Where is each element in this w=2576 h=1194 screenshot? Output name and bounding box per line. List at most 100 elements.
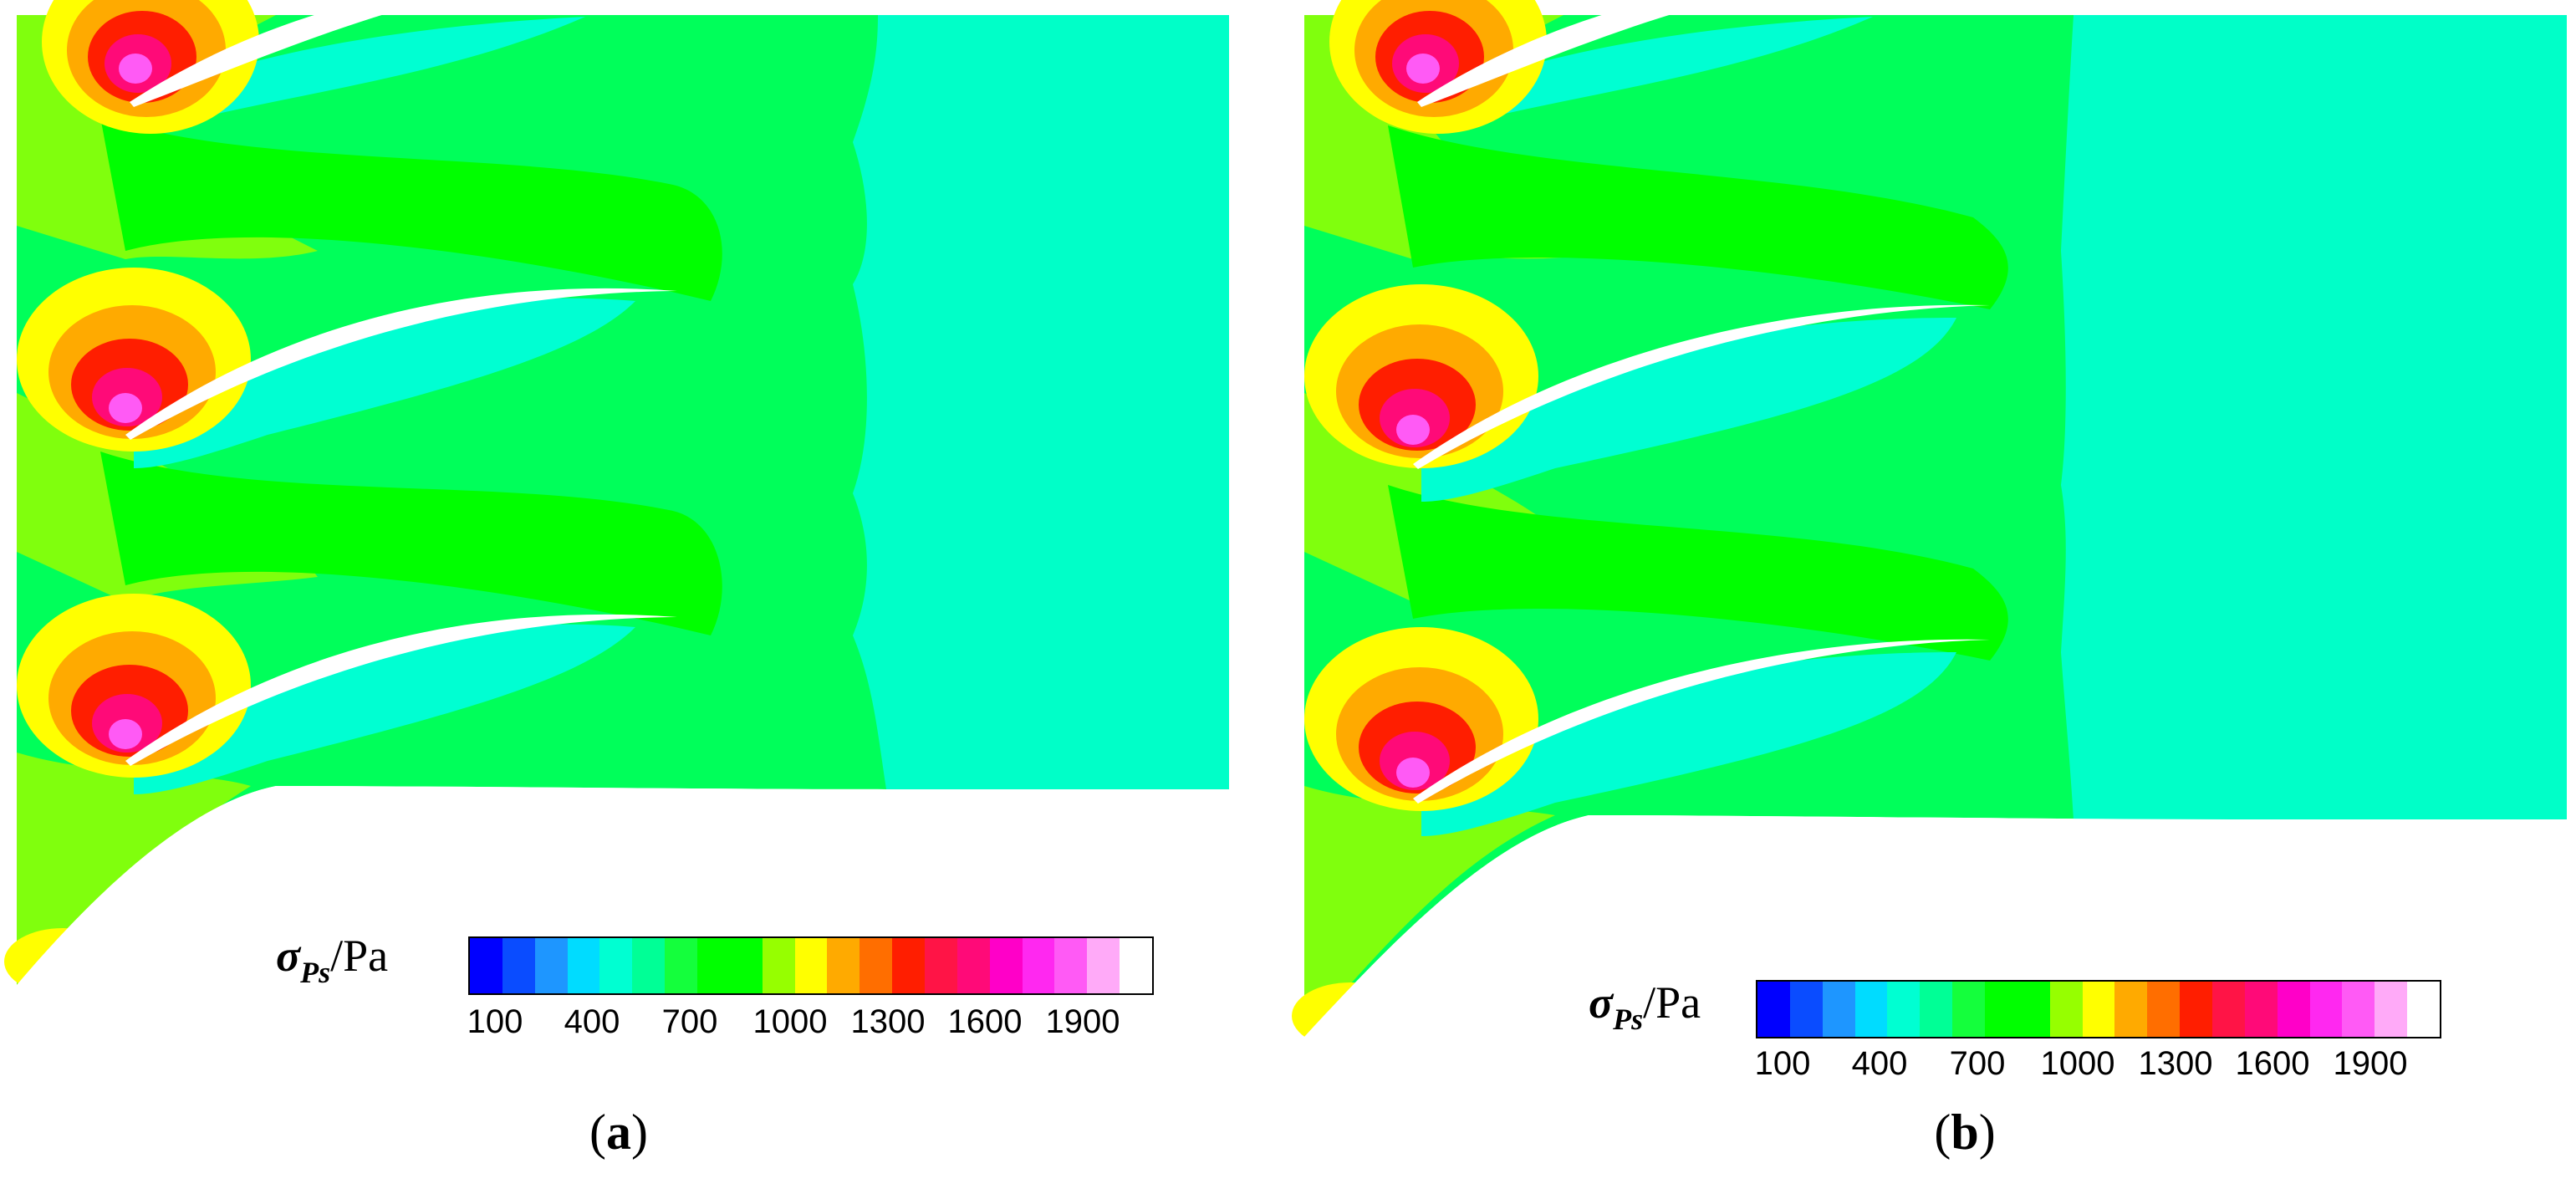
cb-cell	[1120, 938, 1153, 993]
tick-label: 400	[1851, 1045, 1908, 1082]
colorbar-subscript: Ps	[300, 956, 331, 989]
blade-1	[130, 0, 435, 107]
colorbar-subscript: Ps	[1613, 1003, 1644, 1036]
blade-wake-2	[1421, 318, 1956, 502]
cb-cell	[1822, 982, 1855, 1037]
cb-cell	[827, 938, 860, 993]
colorbar-b	[1756, 980, 2441, 1038]
cb-cell	[2244, 982, 2278, 1037]
pressure-peak-3	[17, 594, 251, 778]
blade-3	[125, 614, 677, 766]
passage-lobe-1	[1388, 125, 2008, 309]
tick-label: 1000	[752, 1003, 828, 1040]
cb-cell	[2082, 982, 2115, 1037]
pressure-peak-2	[1304, 284, 1538, 468]
cb-cell	[1985, 982, 2017, 1037]
cb-cell	[956, 938, 990, 993]
outlet-region	[2061, 15, 2567, 819]
cb-cell	[1087, 938, 1120, 993]
contour-plot-b	[1288, 0, 2567, 1194]
colorbar-symbol: σ	[276, 931, 301, 981]
pressure-peak-1	[42, 0, 259, 134]
caption-a: (a)	[589, 1105, 648, 1160]
cb-cell	[470, 938, 502, 993]
colorbar-a	[468, 936, 1154, 995]
blade-wake-3	[134, 624, 635, 794]
cb-cell	[1952, 982, 1986, 1037]
cb-cell	[989, 938, 1023, 993]
cb-cell	[2375, 982, 2408, 1037]
cb-cell	[2114, 982, 2148, 1037]
tick-label: 1900	[2333, 1045, 2408, 1082]
cb-cell	[567, 938, 600, 993]
cb-cell	[599, 938, 633, 993]
colorbar-ticks: 100 400 700 1000 1300 1600 1900	[1754, 1045, 2441, 1087]
tick-label: 1900	[1045, 1003, 1120, 1040]
caption-b: (b)	[1934, 1105, 1996, 1160]
blade-wake-1	[1430, 17, 1873, 125]
passage-lobe-1	[100, 117, 722, 301]
cb-cell	[502, 938, 535, 993]
cb-cell	[925, 938, 957, 993]
cb-cell	[762, 938, 795, 993]
tick-label: 1300	[850, 1003, 926, 1040]
tick-label: 700	[1949, 1045, 2006, 1082]
cb-cell	[2017, 982, 2050, 1037]
blade-3	[1413, 639, 1990, 804]
cb-cell	[2147, 982, 2181, 1037]
tick-label: 100	[1754, 1045, 1811, 1082]
panel-b: σPs/Pa 100 400 700 1000 1300 1600 1900 (…	[1288, 0, 2576, 1194]
colorbar-title: σPs/Pa	[1589, 977, 1701, 1036]
cb-cell	[729, 938, 763, 993]
cb-cell	[534, 938, 568, 993]
cb-cell	[665, 938, 698, 993]
outlet-region	[853, 15, 1229, 789]
colorbar-title: σPs/Pa	[276, 930, 389, 989]
tick-label: 1600	[2235, 1045, 2310, 1082]
cb-cell	[892, 938, 926, 993]
cb-cell	[1757, 982, 1790, 1037]
cb-cell	[2212, 982, 2245, 1037]
tick-label: 100	[467, 1003, 523, 1040]
colorbar-swatches	[1756, 980, 2441, 1038]
cb-cell	[1789, 982, 1823, 1037]
cb-cell	[632, 938, 666, 993]
cb-cell	[2309, 982, 2343, 1037]
blade-wake-3	[1421, 652, 1956, 836]
contour-plot-a	[4, 0, 1229, 995]
cb-cell	[2049, 982, 2083, 1037]
cb-cell	[697, 938, 730, 993]
pressure-peak-1	[1329, 0, 1547, 134]
cb-cell	[1887, 982, 1921, 1037]
tick-label: 1000	[2040, 1045, 2115, 1082]
colorbar-unit: /Pa	[330, 931, 389, 981]
colorbar-unit: /Pa	[1643, 977, 1701, 1028]
blade-1	[1417, 0, 1722, 107]
passage-lobe-2	[100, 452, 722, 635]
cb-cell	[1022, 938, 1055, 993]
cb-cell	[794, 938, 828, 993]
tick-label: 700	[661, 1003, 718, 1040]
colorbar-swatches	[468, 936, 1154, 995]
tick-label: 1600	[947, 1003, 1023, 1040]
passage-lobe-2	[1388, 485, 2008, 661]
colorbar-symbol: σ	[1589, 977, 1614, 1028]
blade-wake-2	[134, 298, 635, 468]
pressure-peak-2	[17, 268, 251, 452]
tick-label: 1300	[2138, 1045, 2213, 1082]
inlet-band-lime-3	[1304, 786, 1555, 1037]
pressure-peak-3	[1304, 627, 1538, 811]
panel-a: σPs/Pa 100 400 700 1000 1300 1600 1900 (…	[4, 0, 1229, 1160]
blade-2	[125, 288, 677, 440]
blade-2	[1413, 304, 1990, 469]
cb-cell	[2342, 982, 2375, 1037]
colorbar-ticks: 100 400 700 1000 1300 1600 1900	[467, 1003, 1154, 1045]
cb-cell	[1920, 982, 1953, 1037]
tick-label: 400	[564, 1003, 620, 1040]
cb-cell	[2407, 982, 2441, 1037]
cb-cell	[2180, 982, 2213, 1037]
blade-wake-1	[142, 17, 585, 125]
cb-cell	[2277, 982, 2310, 1037]
cb-cell	[1854, 982, 1888, 1037]
cb-cell	[860, 938, 893, 993]
